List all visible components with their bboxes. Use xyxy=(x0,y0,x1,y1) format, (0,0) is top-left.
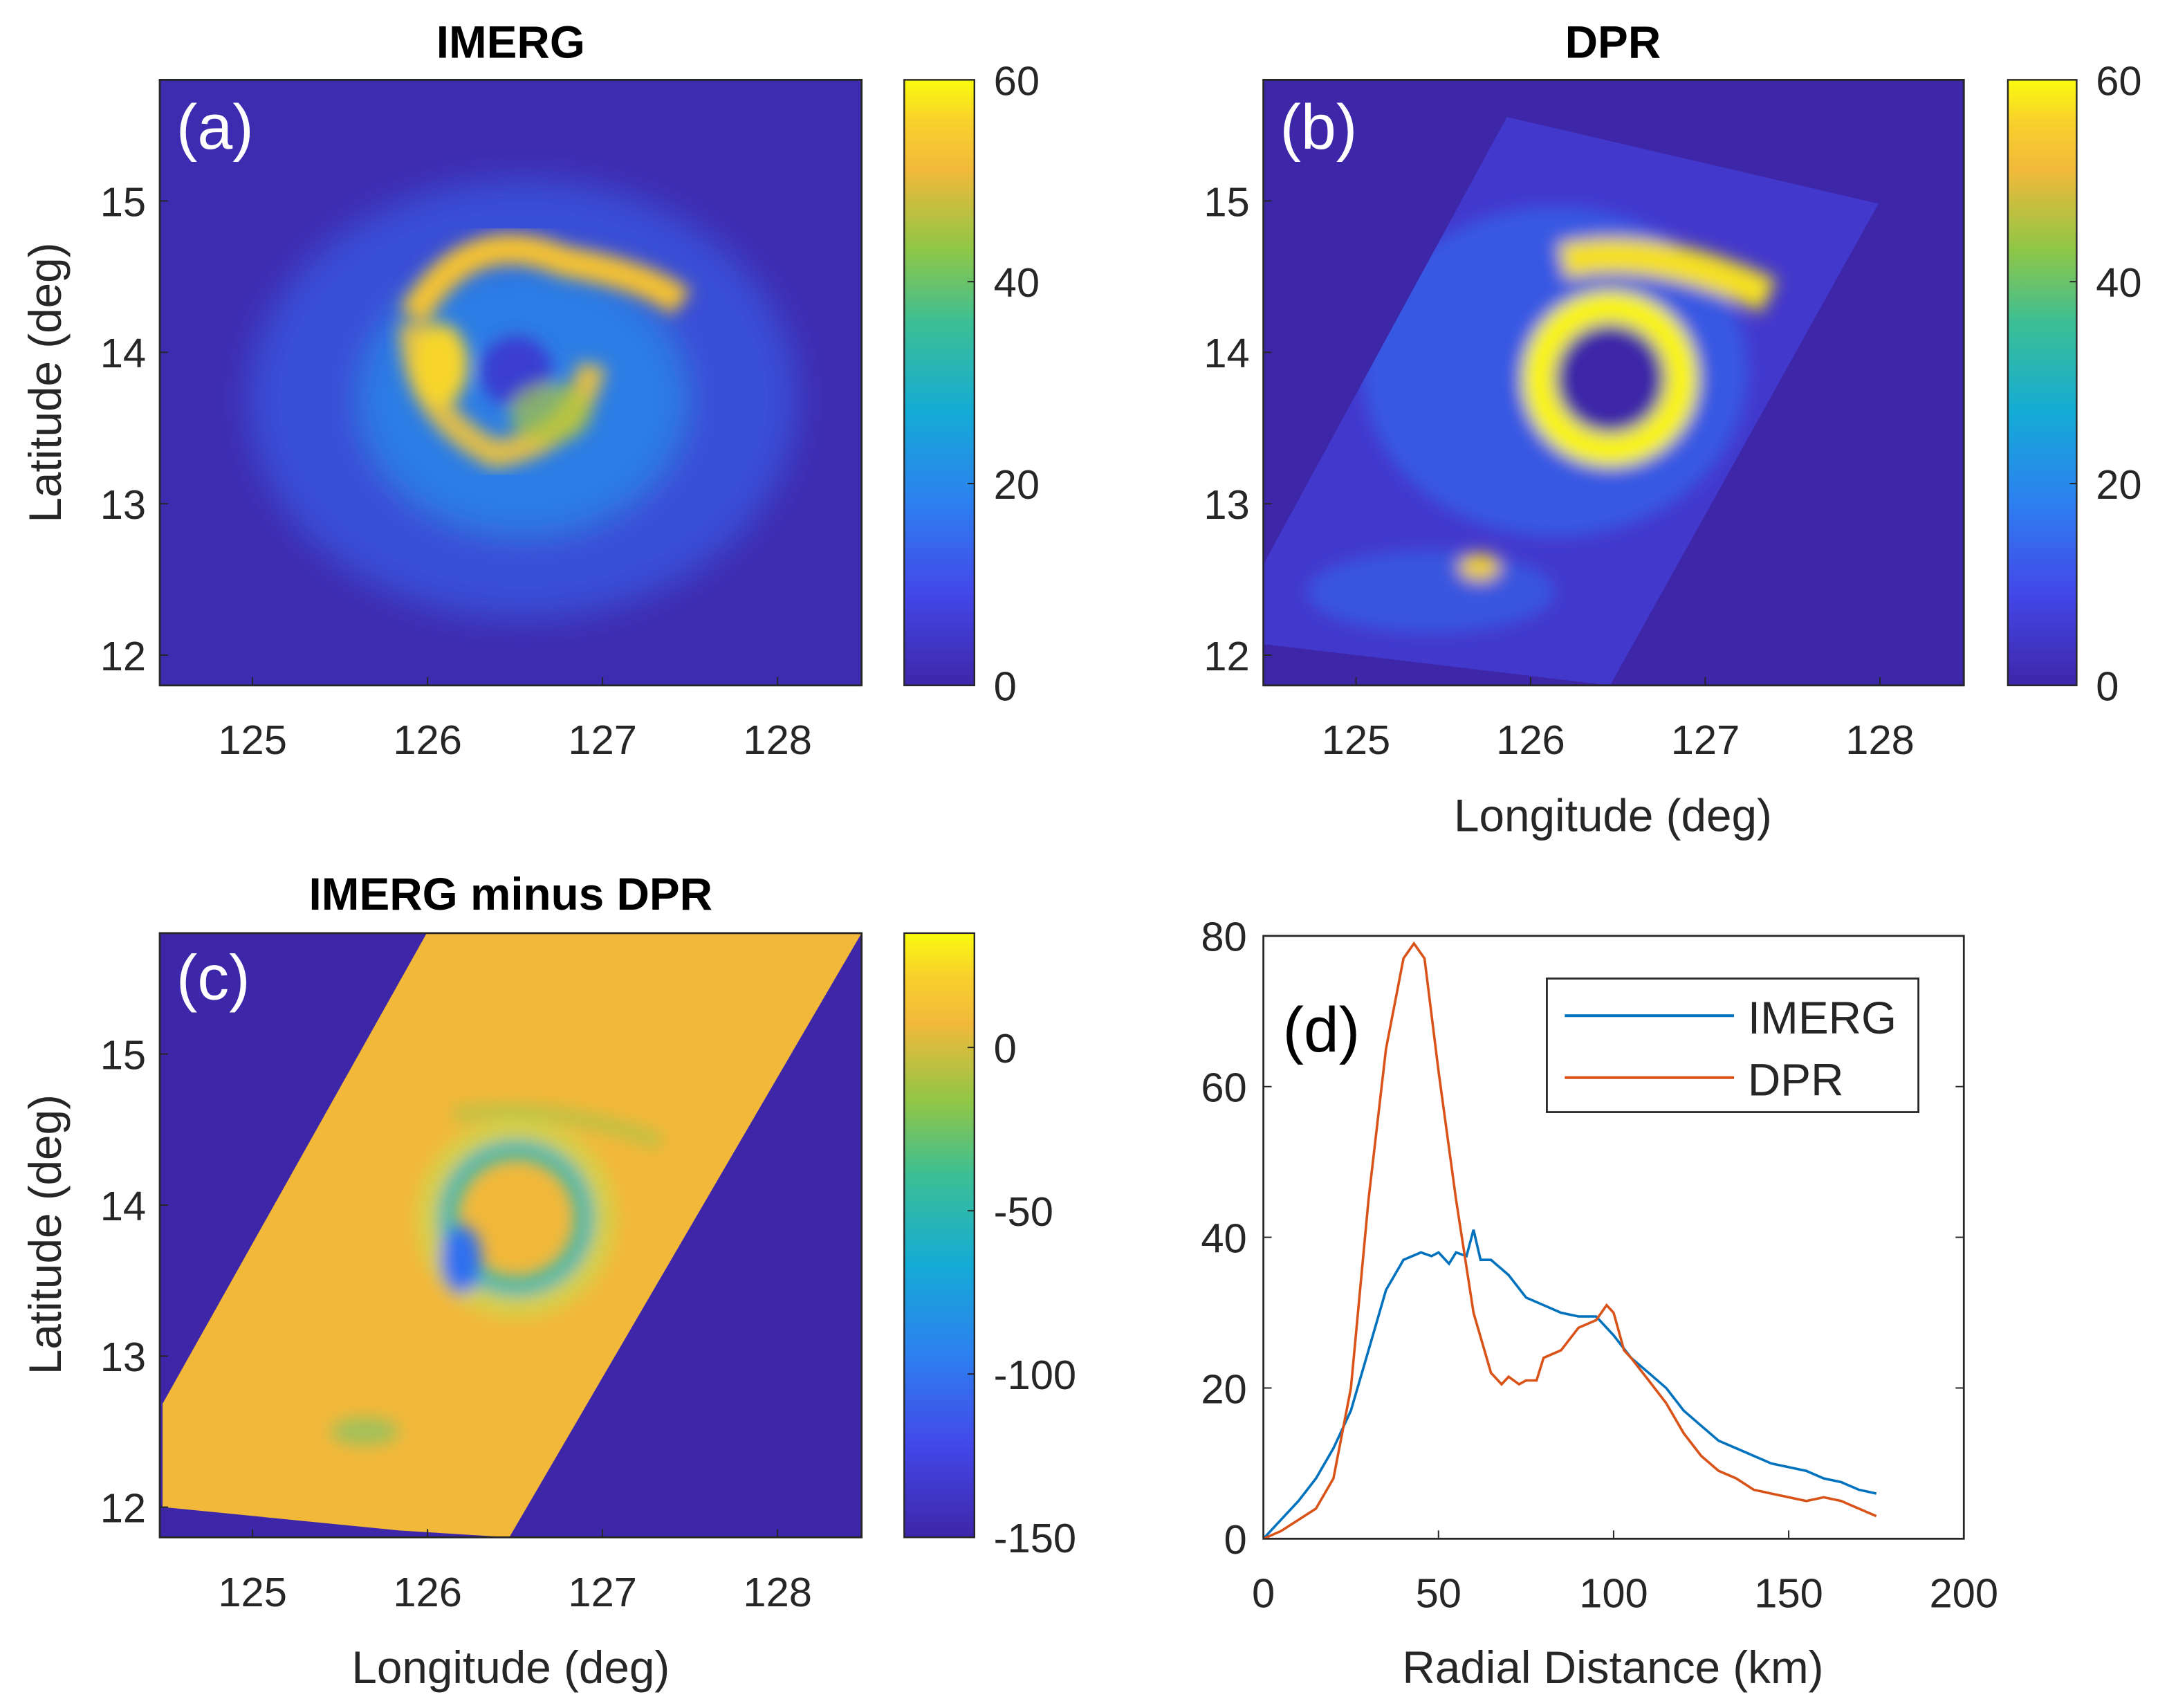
ytick-label: 12 xyxy=(100,1485,146,1532)
colorbar-tick-label: 20 xyxy=(2096,461,2141,508)
colorbar-b xyxy=(2007,79,2078,686)
xtick-label: 127 xyxy=(568,1569,637,1615)
xtick-label: 125 xyxy=(218,1569,287,1615)
ytick-label: 14 xyxy=(100,1183,146,1229)
ylabel-c: Latitude (deg) xyxy=(20,1094,71,1375)
colorbar-tick-label: -100 xyxy=(994,1352,1076,1398)
colorbar-tick-label: 60 xyxy=(2096,57,2141,104)
colorbar-tick-label: 0 xyxy=(994,1025,1017,1072)
ytick-label: 14 xyxy=(1204,330,1249,376)
colorbar-a xyxy=(903,79,975,686)
ytick-label: 14 xyxy=(100,330,146,376)
xtick-label: 50 xyxy=(1416,1570,1461,1617)
xtick-label: 125 xyxy=(218,717,287,763)
panel-b xyxy=(1262,78,2078,687)
colorbar-tick-label: 60 xyxy=(994,57,1040,104)
colorbar-tick-label: 40 xyxy=(994,259,1040,306)
legend-dpr-label: DPR xyxy=(1748,1055,1844,1105)
ytick-label: 15 xyxy=(1204,178,1249,225)
xlabel-b: Longitude (deg) xyxy=(1454,791,1772,841)
panel-label-c: (c) xyxy=(176,942,250,1013)
ytick-label: 60 xyxy=(1201,1065,1246,1111)
xtick-label: 126 xyxy=(393,1569,462,1615)
colorbar-tick-label: 0 xyxy=(2096,663,2119,710)
xtick-label: 100 xyxy=(1579,1570,1648,1617)
imerg-heatmap xyxy=(159,80,862,686)
series-line-dpr xyxy=(1262,941,1877,1540)
ytick-label: 40 xyxy=(1201,1215,1246,1261)
xlabel-c: Longitude (deg) xyxy=(351,1642,670,1693)
ytick-label: 13 xyxy=(100,481,146,528)
xtick-label: 128 xyxy=(743,1569,812,1615)
xtick-label: 0 xyxy=(1252,1570,1275,1617)
ytick-label: 13 xyxy=(100,1334,146,1380)
colorbar-tick-label: -50 xyxy=(994,1188,1053,1235)
title-b: DPR xyxy=(1565,17,1661,68)
line-series-group xyxy=(1262,941,1877,1540)
xtick-label: 126 xyxy=(393,717,462,763)
title-a: IMERG xyxy=(436,17,585,68)
panel-d: IMERG DPR xyxy=(1262,935,1965,1540)
ylabel-a: Latitude (deg) xyxy=(20,243,71,523)
colorbar-tick-label: 40 xyxy=(2096,259,2141,306)
ytick-label: 20 xyxy=(1201,1366,1246,1412)
axes-a xyxy=(158,78,863,687)
xlabel-d: Radial Distance (km) xyxy=(1402,1642,1823,1693)
panel-label-a: (a) xyxy=(176,92,254,163)
colorbar-tick-label: 0 xyxy=(994,663,1017,710)
legend-imerg-label: IMERG xyxy=(1748,993,1897,1043)
colorbar-tick-label: 20 xyxy=(994,461,1040,508)
ytick-label: 15 xyxy=(100,1031,146,1078)
axes-b xyxy=(1262,78,1965,687)
ytick-label: 0 xyxy=(1224,1516,1247,1563)
ytick-label: 15 xyxy=(100,178,146,225)
xtick-label: 126 xyxy=(1496,717,1565,763)
xtick-label: 127 xyxy=(568,717,637,763)
ytick-label: 13 xyxy=(1204,481,1249,528)
xtick-label: 200 xyxy=(1929,1570,1998,1617)
xtick-label: 128 xyxy=(1845,717,1915,763)
ytick-label: 12 xyxy=(1204,633,1249,679)
ytick-label: 12 xyxy=(100,633,146,679)
title-c: IMERG minus DPR xyxy=(309,869,713,919)
colorbar-tick-label: -150 xyxy=(994,1515,1076,1561)
ytick-label: 80 xyxy=(1201,914,1246,960)
xtick-label: 127 xyxy=(1671,717,1740,763)
xtick-label: 125 xyxy=(1322,717,1391,763)
panel-label-d: (d) xyxy=(1282,995,1360,1065)
panel-a xyxy=(158,78,975,687)
colorbar-c xyxy=(903,932,975,1539)
legend: IMERG DPR xyxy=(1546,977,1920,1113)
series-line-imerg xyxy=(1262,1229,1877,1540)
xtick-label: 128 xyxy=(743,717,812,763)
panel-label-b: (b) xyxy=(1280,92,1357,163)
axes-c xyxy=(158,932,863,1539)
xtick-label: 150 xyxy=(1754,1570,1823,1617)
panel-c xyxy=(158,932,975,1539)
